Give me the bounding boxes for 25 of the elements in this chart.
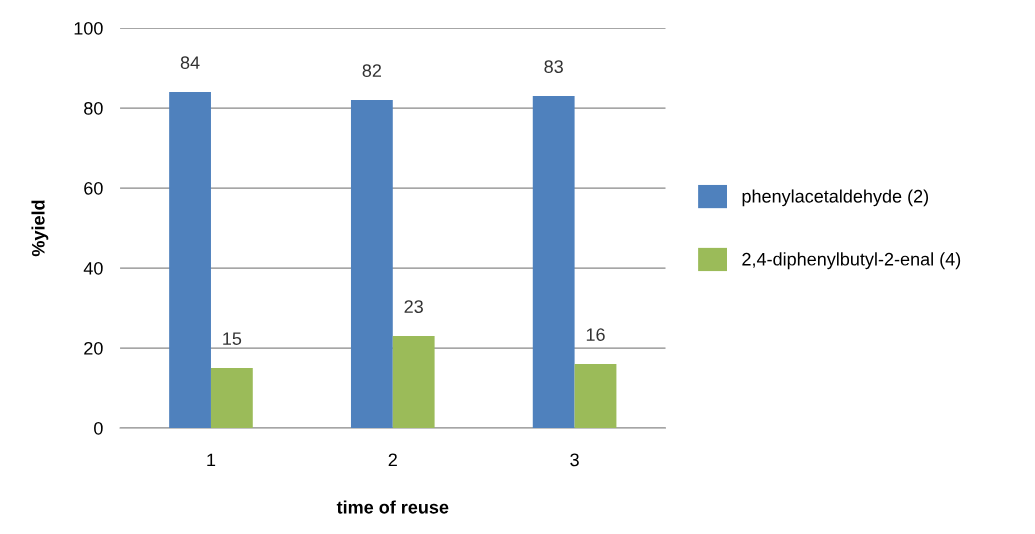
bar <box>169 92 211 428</box>
y-tick-label: 0 <box>94 421 103 435</box>
data-label: 83 <box>544 60 563 74</box>
bar <box>350 100 393 428</box>
x-axis-title: time of reuse <box>336 500 449 514</box>
y-tick-label: 60 <box>84 181 103 195</box>
bar <box>210 368 253 428</box>
y-tick-label: 40 <box>83 261 103 275</box>
y-tick-label: 80 <box>84 101 103 115</box>
x-tick-label: 1 <box>207 453 216 467</box>
data-label: 15 <box>223 332 242 345</box>
y-tick-label: 100 <box>74 21 103 35</box>
x-tick-label: 3 <box>570 453 579 467</box>
data-label: 23 <box>404 300 423 313</box>
legend-label: phenylacetaldehyde (2) <box>742 189 929 207</box>
data-label: 82 <box>362 64 382 78</box>
data-label: 16 <box>586 328 605 341</box>
x-tick-label: 2 <box>388 453 397 467</box>
y-tick-label: 20 <box>84 341 103 355</box>
bar <box>392 336 435 428</box>
data-label: 84 <box>180 56 200 70</box>
bar <box>532 96 575 428</box>
legend-label: 2,4-diphenylbutyl-2-enal (4) <box>742 252 961 270</box>
bar <box>574 364 617 428</box>
y-axis-title: %yield <box>31 200 49 257</box>
